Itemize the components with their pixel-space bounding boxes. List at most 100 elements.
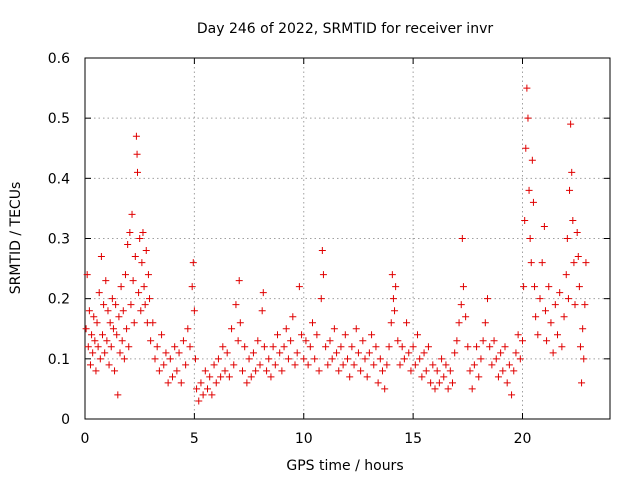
data-point xyxy=(318,247,326,255)
data-point xyxy=(398,343,406,351)
data-point xyxy=(153,343,161,351)
data-point xyxy=(302,337,310,345)
data-point xyxy=(117,283,125,291)
data-point xyxy=(444,385,452,393)
data-point xyxy=(109,325,117,333)
data-point xyxy=(120,355,128,363)
data-point xyxy=(259,289,267,297)
data-point xyxy=(107,343,115,351)
data-point xyxy=(103,337,111,345)
data-point xyxy=(501,343,509,351)
data-point xyxy=(295,283,303,291)
data-point xyxy=(144,271,152,279)
data-point xyxy=(418,373,426,381)
data-point xyxy=(134,168,141,176)
data-point xyxy=(111,367,119,375)
data-point xyxy=(219,343,227,351)
data-point xyxy=(132,132,140,140)
data-point xyxy=(459,283,467,291)
x-tick-label: 15 xyxy=(404,431,422,447)
data-point xyxy=(519,337,526,345)
data-point xyxy=(100,301,108,309)
data-point xyxy=(554,331,561,339)
data-point xyxy=(385,343,393,351)
data-point xyxy=(149,319,157,327)
x-tick-label: 0 xyxy=(81,431,90,447)
data-point xyxy=(442,361,450,369)
data-point xyxy=(267,373,275,381)
x-tick-label: 5 xyxy=(190,431,199,447)
data-point xyxy=(528,156,536,164)
data-point xyxy=(575,283,583,291)
data-point xyxy=(188,283,196,291)
data-point xyxy=(346,373,354,381)
data-point xyxy=(392,283,400,291)
data-point xyxy=(556,289,564,297)
data-point xyxy=(543,337,551,345)
data-point xyxy=(138,259,146,267)
data-point xyxy=(339,361,347,369)
data-point xyxy=(455,319,463,327)
data-point xyxy=(186,343,194,351)
data-point xyxy=(112,301,120,309)
data-point xyxy=(106,319,114,327)
data-point xyxy=(541,307,549,315)
data-point xyxy=(516,355,524,363)
data-point xyxy=(568,168,576,176)
data-point xyxy=(128,210,136,218)
data-point xyxy=(571,301,579,309)
data-point xyxy=(475,373,483,381)
data-point xyxy=(488,361,496,369)
data-point xyxy=(484,295,491,303)
data-point xyxy=(195,397,203,405)
y-tick-label: 0.6 xyxy=(48,51,70,67)
data-point xyxy=(116,349,124,357)
data-point xyxy=(529,198,537,206)
data-point xyxy=(570,259,578,267)
x-tick-label: 10 xyxy=(295,431,313,447)
data-point xyxy=(429,361,437,369)
data-point xyxy=(313,331,321,339)
data-point xyxy=(466,367,474,375)
data-point xyxy=(416,355,424,363)
data-point xyxy=(389,295,397,303)
data-point xyxy=(169,373,176,381)
data-point xyxy=(370,361,378,369)
data-point xyxy=(381,385,389,393)
data-point xyxy=(344,355,351,363)
data-point xyxy=(357,367,365,375)
y-axis-label: SRMTID / TECUs xyxy=(8,182,24,295)
data-point xyxy=(317,295,325,303)
data-point xyxy=(162,349,170,357)
data-point xyxy=(173,367,181,375)
data-point xyxy=(424,343,432,351)
data-point xyxy=(190,307,198,315)
data-point xyxy=(449,379,456,387)
axis-ticks: 0 0.1 0.2 0.3 0.4 0.5 0.6 0 5 10 15 20 xyxy=(48,51,610,447)
data-point xyxy=(374,379,382,387)
data-point xyxy=(236,319,244,327)
data-point xyxy=(126,228,134,236)
data-point xyxy=(580,355,588,363)
data-point xyxy=(534,331,542,339)
data-point xyxy=(422,367,430,375)
data-point xyxy=(464,343,472,351)
data-point xyxy=(225,373,233,381)
data-point xyxy=(352,325,360,333)
data-point xyxy=(289,313,297,321)
data-point xyxy=(573,228,581,236)
data-point xyxy=(431,385,439,393)
data-point xyxy=(574,253,582,261)
data-point xyxy=(547,319,555,327)
data-point xyxy=(409,343,417,351)
data-point xyxy=(477,355,485,363)
data-point xyxy=(514,331,522,339)
data-point xyxy=(249,349,257,357)
data-point xyxy=(438,355,446,363)
data-point xyxy=(490,337,498,345)
data-point xyxy=(494,373,502,381)
data-point xyxy=(330,325,338,333)
data-point xyxy=(372,343,380,351)
data-point xyxy=(540,222,548,230)
data-point xyxy=(315,367,323,375)
